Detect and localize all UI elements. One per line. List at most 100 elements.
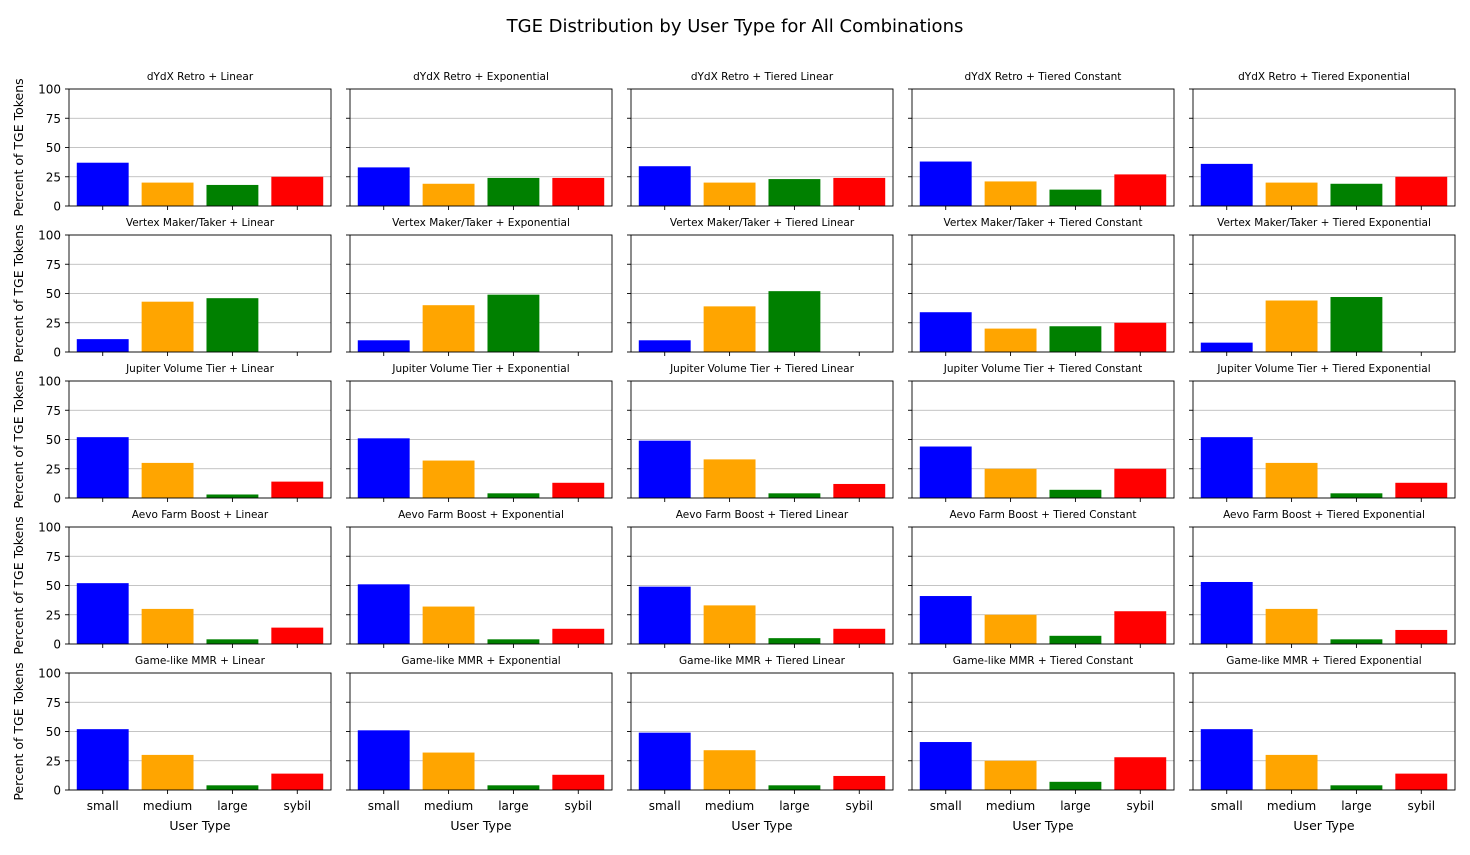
subplot-4-3: Aevo Farm Boost + Tiered Linear (627, 509, 894, 648)
subplot-title: Game-like MMR + Tiered Linear (679, 655, 846, 667)
subplot-title: Jupiter Volume Tier + Exponential (391, 363, 569, 375)
y-tick-label: 50 (46, 579, 61, 593)
bar-large (1330, 639, 1383, 644)
bar-large (1049, 781, 1102, 790)
bar-medium (1265, 608, 1318, 644)
bar-large (768, 179, 821, 206)
y-tick-label: 75 (46, 550, 61, 564)
subplot-title: Game-like MMR + Exponential (401, 655, 560, 667)
subplot-title: Vertex Maker/Taker + Exponential (392, 217, 570, 229)
bar-sybil (833, 483, 886, 498)
subplot-title: Vertex Maker/Taker + Tiered Exponential (1217, 217, 1431, 229)
bar-medium (141, 754, 194, 790)
bar-medium (984, 181, 1037, 206)
bar-medium (1265, 462, 1318, 498)
bar-small (76, 583, 129, 644)
subplot-4-1: Aevo Farm Boost + Linear 0 25 50 75 100 Percen… (11, 509, 332, 655)
y-tick-label: 50 (46, 725, 61, 739)
y-tick-label: 50 (46, 141, 61, 155)
x-tick-label: sybil (1407, 799, 1435, 813)
bar-small (357, 340, 410, 352)
bar-small (76, 162, 129, 206)
subplot-5-4: Game-like MMR + Tiered Constant small medi… (908, 655, 1175, 833)
subplot-title: Jupiter Volume Tier + Linear (125, 363, 275, 375)
y-tick-label: 50 (46, 287, 61, 301)
bar-large (768, 291, 821, 352)
bar-large (1049, 489, 1102, 498)
bar-large (768, 638, 821, 644)
subplot-title: Game-like MMR + Tiered Exponential (1226, 655, 1421, 667)
bar-medium (703, 182, 756, 206)
x-tick-label: medium (1267, 799, 1316, 813)
y-tick-label: 75 (46, 258, 61, 272)
bar-medium (984, 614, 1037, 644)
subplot-title: dYdX Retro + Tiered Constant (965, 71, 1122, 83)
bar-sybil (833, 628, 886, 644)
bar-medium (422, 460, 475, 498)
bar-sybil (552, 774, 605, 790)
y-tick-label: 100 (38, 229, 61, 243)
subplot-1-3: dYdX Retro + Tiered Linear (627, 71, 894, 210)
subplot-3-3: Jupiter Volume Tier + Tiered Linear (627, 363, 894, 502)
x-tick-label: small (930, 799, 962, 813)
subplot-5-3: Game-like MMR + Tiered Linear small medium… (627, 655, 894, 833)
bar-medium (984, 468, 1037, 498)
subplot-2-5: Vertex Maker/Taker + Tiered Exponential (1189, 217, 1456, 356)
x-tick-label: medium (986, 799, 1035, 813)
x-tick-label: small (368, 799, 400, 813)
subplot-3-1: Jupiter Volume Tier + Linear 0 25 50 75 100 Pe… (11, 363, 332, 509)
subplot-title: Aevo Farm Boost + Tiered Constant (950, 509, 1137, 521)
bar-medium (703, 306, 756, 352)
y-axis-label: Percent of TGE Tokens (11, 516, 26, 654)
bar-large (768, 785, 821, 790)
x-tick-label: medium (424, 799, 473, 813)
y-tick-label: 100 (38, 521, 61, 535)
subplot-2-1: Vertex Maker/Taker + Linear 0 25 50 75 100 Per… (11, 217, 332, 363)
bar-sybil (1114, 174, 1167, 206)
bar-large (1330, 493, 1383, 498)
y-tick-label: 25 (46, 170, 61, 184)
y-tick-label: 25 (46, 462, 61, 476)
bar-small (638, 166, 691, 206)
bar-medium (141, 182, 194, 206)
bar-small (357, 584, 410, 644)
subplot-title: Game-like MMR + Tiered Constant (953, 655, 1134, 667)
bar-small (76, 437, 129, 498)
subplot-title: dYdX Retro + Exponential (413, 71, 549, 83)
bar-large (206, 639, 259, 644)
x-axis-label: User Type (450, 818, 511, 833)
x-tick-label: sybil (283, 799, 311, 813)
bar-small (638, 586, 691, 644)
x-tick-label: large (1060, 799, 1090, 813)
x-tick-label: medium (705, 799, 754, 813)
bar-large (487, 294, 540, 352)
bar-small (1200, 342, 1253, 352)
subplot-5-2: Game-like MMR + Exponential small medium la… (346, 655, 613, 833)
bar-sybil (552, 482, 605, 498)
bar-sybil (271, 481, 324, 498)
subplot-title: Jupiter Volume Tier + Tiered Exponential (1216, 363, 1430, 375)
bar-small (919, 161, 972, 206)
subplot-3-5: Jupiter Volume Tier + Tiered Exponential (1189, 363, 1456, 502)
bar-medium (1265, 182, 1318, 206)
subplot-title: Aevo Farm Boost + Tiered Linear (676, 509, 849, 521)
bar-large (206, 494, 259, 498)
subplot-title: Vertex Maker/Taker + Tiered Constant (944, 217, 1143, 229)
x-tick-label: large (779, 799, 809, 813)
y-tick-label: 25 (46, 608, 61, 622)
bar-sybil (1395, 773, 1448, 790)
bar-sybil (1114, 611, 1167, 644)
bar-sybil (271, 176, 324, 206)
bar-medium (422, 752, 475, 790)
y-tick-label: 50 (46, 433, 61, 447)
bar-sybil (1114, 322, 1167, 352)
bar-medium (141, 301, 194, 352)
bar-small (638, 440, 691, 498)
subplot-title: Game-like MMR + Linear (135, 655, 266, 667)
subplot-3-4: Jupiter Volume Tier + Tiered Constant (908, 363, 1175, 502)
bar-sybil (833, 177, 886, 206)
x-tick-label: small (649, 799, 681, 813)
bar-small (638, 340, 691, 352)
x-tick-label: small (87, 799, 119, 813)
subplot-title: Aevo Farm Boost + Exponential (398, 509, 564, 521)
